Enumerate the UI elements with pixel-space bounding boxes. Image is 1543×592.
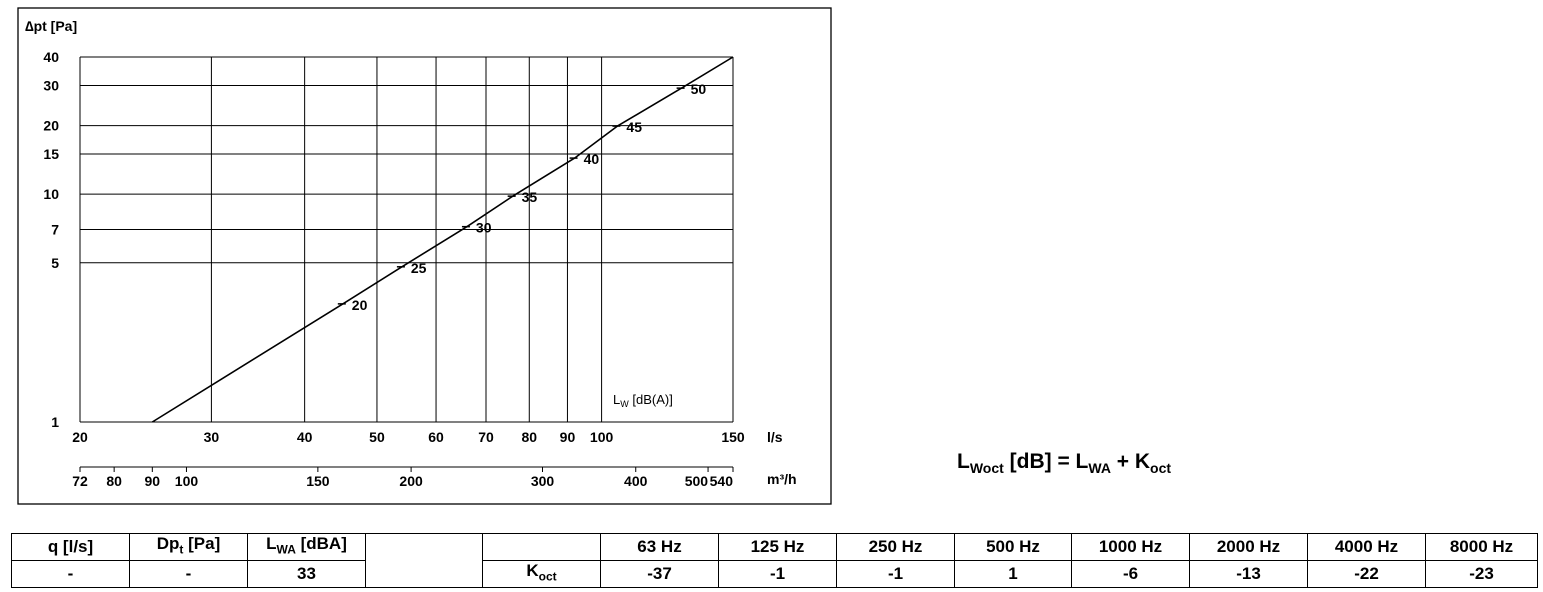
x-tick-label: 40 xyxy=(297,429,313,445)
dp-header: Dpt [Pa] xyxy=(129,533,248,561)
freq-header: 4000 Hz xyxy=(1307,533,1426,561)
koct-value: -1 xyxy=(718,560,837,588)
freq-header: 2000 Hz xyxy=(1189,533,1308,561)
freq-header: 63 Hz xyxy=(600,533,719,561)
x-tick-label: 30 xyxy=(204,429,220,445)
horizontal-gridlines xyxy=(80,56,733,423)
y-tick-label: 15 xyxy=(43,146,59,162)
x2-tick-label: 80 xyxy=(106,473,122,489)
x2-tick-label: 540 xyxy=(710,473,734,489)
koct-value: 1 xyxy=(954,560,1072,588)
x-tick-label: 90 xyxy=(560,429,576,445)
freq-header: 500 Hz xyxy=(954,533,1072,561)
lwa-value: 33 xyxy=(247,560,366,588)
y-tick-label: 20 xyxy=(43,118,59,134)
koct-value: -22 xyxy=(1307,560,1426,588)
chart-frame xyxy=(17,7,832,505)
sound-level-label: 40 xyxy=(584,151,600,167)
x-tick-label: 60 xyxy=(428,429,444,445)
x-tick-label: 150 xyxy=(721,429,745,445)
x-tick-label: 100 xyxy=(590,429,614,445)
octave-formula: LWoct [dB] = LWA + Koct xyxy=(957,450,1172,477)
x-axis-label: l/s xyxy=(767,429,783,445)
freq-header: 125 Hz xyxy=(718,533,837,561)
sound-level-label: 20 xyxy=(352,297,368,313)
y-tick-label: 7 xyxy=(51,221,59,237)
y-tick-label: 30 xyxy=(43,77,59,93)
x2-tick-label: 90 xyxy=(145,473,161,489)
freq-header: 8000 Hz xyxy=(1425,533,1538,561)
sound-level-label: LW [dB(A)] xyxy=(613,392,673,409)
koct-value: -1 xyxy=(836,560,955,588)
secondary-x-axis: 72 80 90 100 150 200 300 400 500 540 xyxy=(72,466,734,489)
x-tick-labels: 20 30 40 50 60 70 80 90 100 150 xyxy=(72,429,745,445)
y-tick-label: 5 xyxy=(51,255,59,271)
y-tick-label: 40 xyxy=(43,49,59,65)
table-gap xyxy=(365,533,483,588)
series-lines xyxy=(151,56,734,423)
koct-label-header xyxy=(482,533,601,561)
x2-tick-label: 300 xyxy=(531,473,555,489)
koct-value: -6 xyxy=(1071,560,1190,588)
sound-level-label: 50 xyxy=(691,81,707,97)
sound-level-label: 30 xyxy=(476,220,492,236)
x2-tick-label: 72 xyxy=(72,473,88,489)
koct-label: Koct xyxy=(482,560,601,588)
lwa-header: LWA [dBA] xyxy=(247,533,366,561)
y-axis-label: ∆pt [Pa] xyxy=(25,18,77,34)
sound-level-label: 45 xyxy=(626,119,642,135)
x2-tick-label: 500 xyxy=(685,473,709,489)
table-value-row: - - 33 Koct -37 -1 -1 1 -6 -13 -22 -23 xyxy=(11,560,1538,588)
x-tick-label: 70 xyxy=(478,429,494,445)
x2-tick-label: 100 xyxy=(175,473,199,489)
x-tick-label: 20 xyxy=(72,429,88,445)
q-header: q [l/s] xyxy=(11,533,130,561)
dp-value: - xyxy=(129,560,248,588)
koct-value: -23 xyxy=(1425,560,1538,588)
x2-axis-label: m³/h xyxy=(767,471,797,487)
series-line xyxy=(151,56,734,423)
y-tick-label: 10 xyxy=(43,186,59,202)
freq-header: 1000 Hz xyxy=(1071,533,1190,561)
x2-tick-label: 150 xyxy=(306,473,330,489)
koct-value: -13 xyxy=(1189,560,1308,588)
x2-tick-label: 200 xyxy=(399,473,423,489)
sound-level-label: 25 xyxy=(411,260,427,276)
table-header-row: q [l/s] Dpt [Pa] LWA [dBA] 63 Hz 125 Hz … xyxy=(11,533,1538,588)
y-tick-label: 1 xyxy=(51,414,59,430)
q-value: - xyxy=(11,560,130,588)
sound-level-label: 35 xyxy=(522,189,538,205)
x-tick-label: 80 xyxy=(521,429,537,445)
freq-header: 250 Hz xyxy=(836,533,955,561)
x-tick-label: 50 xyxy=(369,429,385,445)
sound-level-markers: 20 25 30 35 40 45 50 xyxy=(337,81,707,313)
vertical-gridlines xyxy=(79,57,734,422)
x2-tick-label: 400 xyxy=(624,473,648,489)
octave-data-table: q [l/s] Dpt [Pa] LWA [dBA] 63 Hz 125 Hz … xyxy=(11,533,1538,588)
koct-value: -37 xyxy=(600,560,719,588)
